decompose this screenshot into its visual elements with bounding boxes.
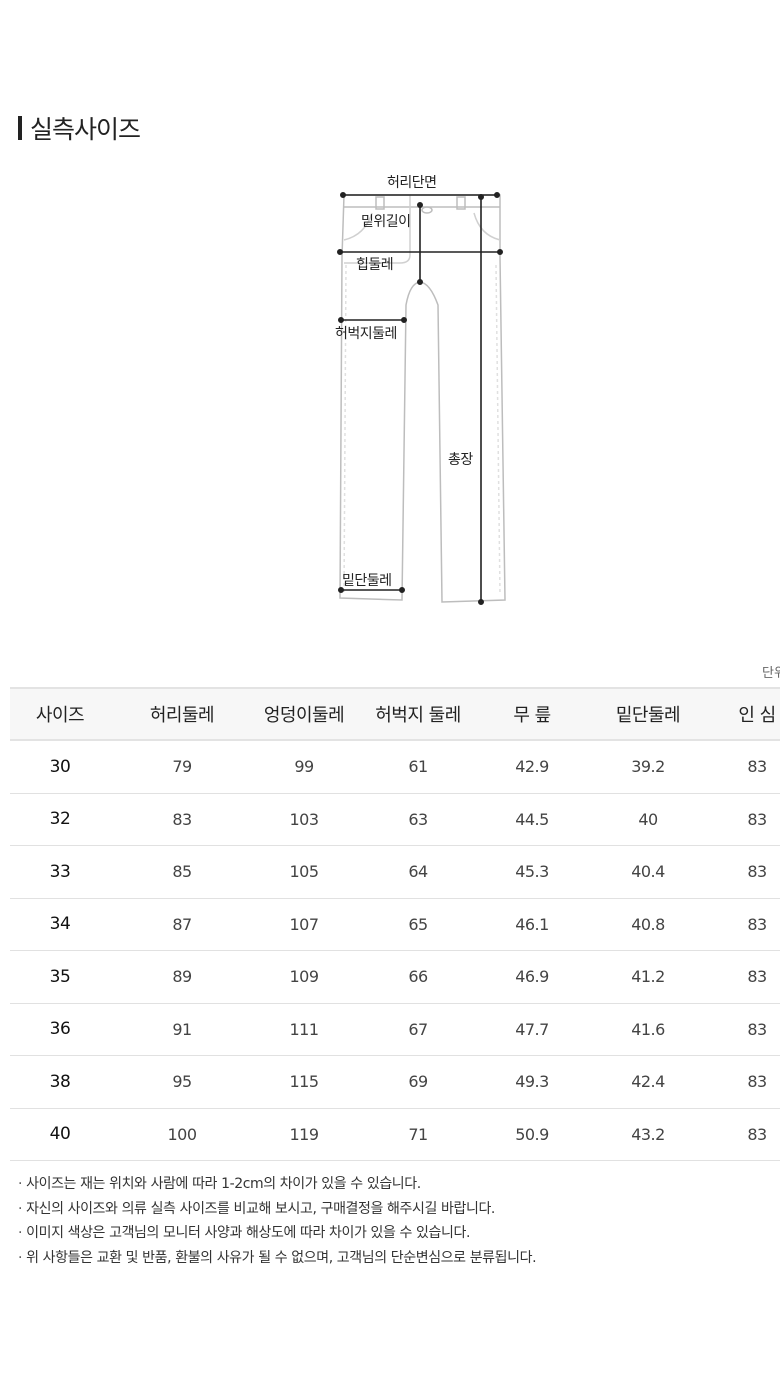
- header-inseam: 인 심: [714, 687, 780, 741]
- table-row: 38 95 115 69 49.3 42.4 83: [10, 1055, 780, 1109]
- cell-size: 30: [10, 740, 110, 794]
- cell-hem: 43.2: [582, 1108, 714, 1161]
- cell-knee: 47.7: [482, 1003, 582, 1056]
- cell-inseam: 83: [714, 793, 780, 846]
- cell-size: 35: [10, 950, 110, 1004]
- header-waist: 허리둘레: [110, 687, 254, 741]
- cell-hip: 99: [254, 740, 354, 794]
- cell-waist: 85: [110, 845, 254, 899]
- cell-waist: 91: [110, 1003, 254, 1056]
- cell-hip: 119: [254, 1108, 354, 1161]
- header-hem: 밑단둘레: [582, 687, 714, 741]
- cell-inseam: 83: [714, 1003, 780, 1056]
- cell-size: 33: [10, 845, 110, 899]
- cell-knee: 45.3: [482, 845, 582, 899]
- title-text: 실측사이즈: [30, 115, 141, 144]
- header-knee: 무 릎: [482, 687, 582, 741]
- cell-hem: 39.2: [582, 740, 714, 794]
- note-item: 이미지 색상은 고객님의 모니터 사양과 해상도에 따라 차이가 있을 수 있습…: [18, 1221, 536, 1246]
- table-row: 40 100 119 71 50.9 43.2 83: [10, 1108, 780, 1161]
- pants-measurement-diagram: 허리단면 밑위길이 힙둘레 허벅지둘레 총장 밑단둘레: [330, 165, 510, 610]
- cell-hem: 41.2: [582, 950, 714, 1004]
- cell-inseam: 83: [714, 1055, 780, 1109]
- cell-inseam: 83: [714, 1108, 780, 1161]
- cell-inseam: 83: [714, 740, 780, 794]
- cell-hip: 111: [254, 1003, 354, 1056]
- cell-hem: 40.4: [582, 845, 714, 899]
- cell-inseam: 83: [714, 898, 780, 951]
- cell-hip: 107: [254, 898, 354, 951]
- cell-hem: 41.6: [582, 1003, 714, 1056]
- cell-knee: 50.9: [482, 1108, 582, 1161]
- unit-label: 단위: [762, 666, 780, 681]
- cell-waist: 95: [110, 1055, 254, 1109]
- title-bar-marker: [18, 116, 22, 140]
- table-row: 30 79 99 61 42.9 39.2 83: [10, 740, 780, 794]
- table-row: 34 87 107 65 46.1 40.8 83: [10, 898, 780, 951]
- cell-waist: 89: [110, 950, 254, 1004]
- table-row: 36 91 111 67 47.7 41.6 83: [10, 1003, 780, 1056]
- cell-size: 36: [10, 1003, 110, 1056]
- label-rise: 밑위길이: [361, 214, 411, 230]
- cell-hip: 103: [254, 793, 354, 846]
- note-item: 자신의 사이즈와 의류 실측 사이즈를 비교해 보시고, 구매결정을 해주시길 …: [18, 1197, 536, 1222]
- cell-thigh: 66: [354, 950, 482, 1004]
- cell-knee: 44.5: [482, 793, 582, 846]
- header-hip: 엉덩이둘레: [254, 687, 354, 741]
- cell-inseam: 83: [714, 950, 780, 1004]
- notes-list: 사이즈는 재는 위치와 사람에 따라 1-2cm의 차이가 있을 수 있습니다.…: [18, 1172, 536, 1270]
- cell-waist: 87: [110, 898, 254, 951]
- label-thigh: 허벅지둘레: [335, 326, 397, 342]
- cell-hem: 42.4: [582, 1055, 714, 1109]
- note-item: 위 사항들은 교환 및 반품, 환불의 사유가 될 수 없으며, 고객님의 단순…: [18, 1246, 536, 1271]
- cell-waist: 100: [110, 1108, 254, 1161]
- cell-hem: 40: [582, 793, 714, 846]
- cell-thigh: 71: [354, 1108, 482, 1161]
- cell-knee: 46.9: [482, 950, 582, 1004]
- table-row: 33 85 105 64 45.3 40.4 83: [10, 845, 780, 899]
- cell-hip: 115: [254, 1055, 354, 1109]
- cell-thigh: 63: [354, 793, 482, 846]
- section-title: 실측사이즈: [18, 110, 141, 146]
- cell-size: 40: [10, 1108, 110, 1161]
- cell-knee: 42.9: [482, 740, 582, 794]
- cell-waist: 79: [110, 740, 254, 794]
- cell-hip: 105: [254, 845, 354, 899]
- cell-thigh: 61: [354, 740, 482, 794]
- cell-inseam: 83: [714, 845, 780, 899]
- note-item: 사이즈는 재는 위치와 사람에 따라 1-2cm의 차이가 있을 수 있습니다.: [18, 1172, 536, 1197]
- cell-size: 38: [10, 1055, 110, 1109]
- label-hip: 힙둘레: [356, 257, 394, 273]
- cell-waist: 83: [110, 793, 254, 846]
- header-thigh: 허벅지 둘레: [354, 687, 482, 741]
- cell-knee: 46.1: [482, 898, 582, 951]
- cell-thigh: 69: [354, 1055, 482, 1109]
- label-hem: 밑단둘레: [342, 573, 392, 589]
- table-row: 35 89 109 66 46.9 41.2 83: [10, 950, 780, 1004]
- table-row: 32 83 103 63 44.5 40 83: [10, 793, 780, 846]
- cell-thigh: 67: [354, 1003, 482, 1056]
- label-waist: 허리단면: [387, 175, 437, 191]
- table-header-row: 사이즈 허리둘레 엉덩이둘레 허벅지 둘레 무 릎 밑단둘레 인 심: [10, 687, 780, 741]
- label-length: 총장: [448, 452, 473, 468]
- cell-thigh: 64: [354, 845, 482, 899]
- header-size: 사이즈: [10, 687, 110, 741]
- pants-illustration: [337, 191, 506, 605]
- size-table: 사이즈 허리둘레 엉덩이둘레 허벅지 둘레 무 릎 밑단둘레 인 심 30 79 9…: [10, 687, 780, 1161]
- cell-knee: 49.3: [482, 1055, 582, 1109]
- cell-size: 32: [10, 793, 110, 846]
- cell-hem: 40.8: [582, 898, 714, 951]
- cell-hip: 109: [254, 950, 354, 1004]
- cell-size: 34: [10, 898, 110, 951]
- cell-thigh: 65: [354, 898, 482, 951]
